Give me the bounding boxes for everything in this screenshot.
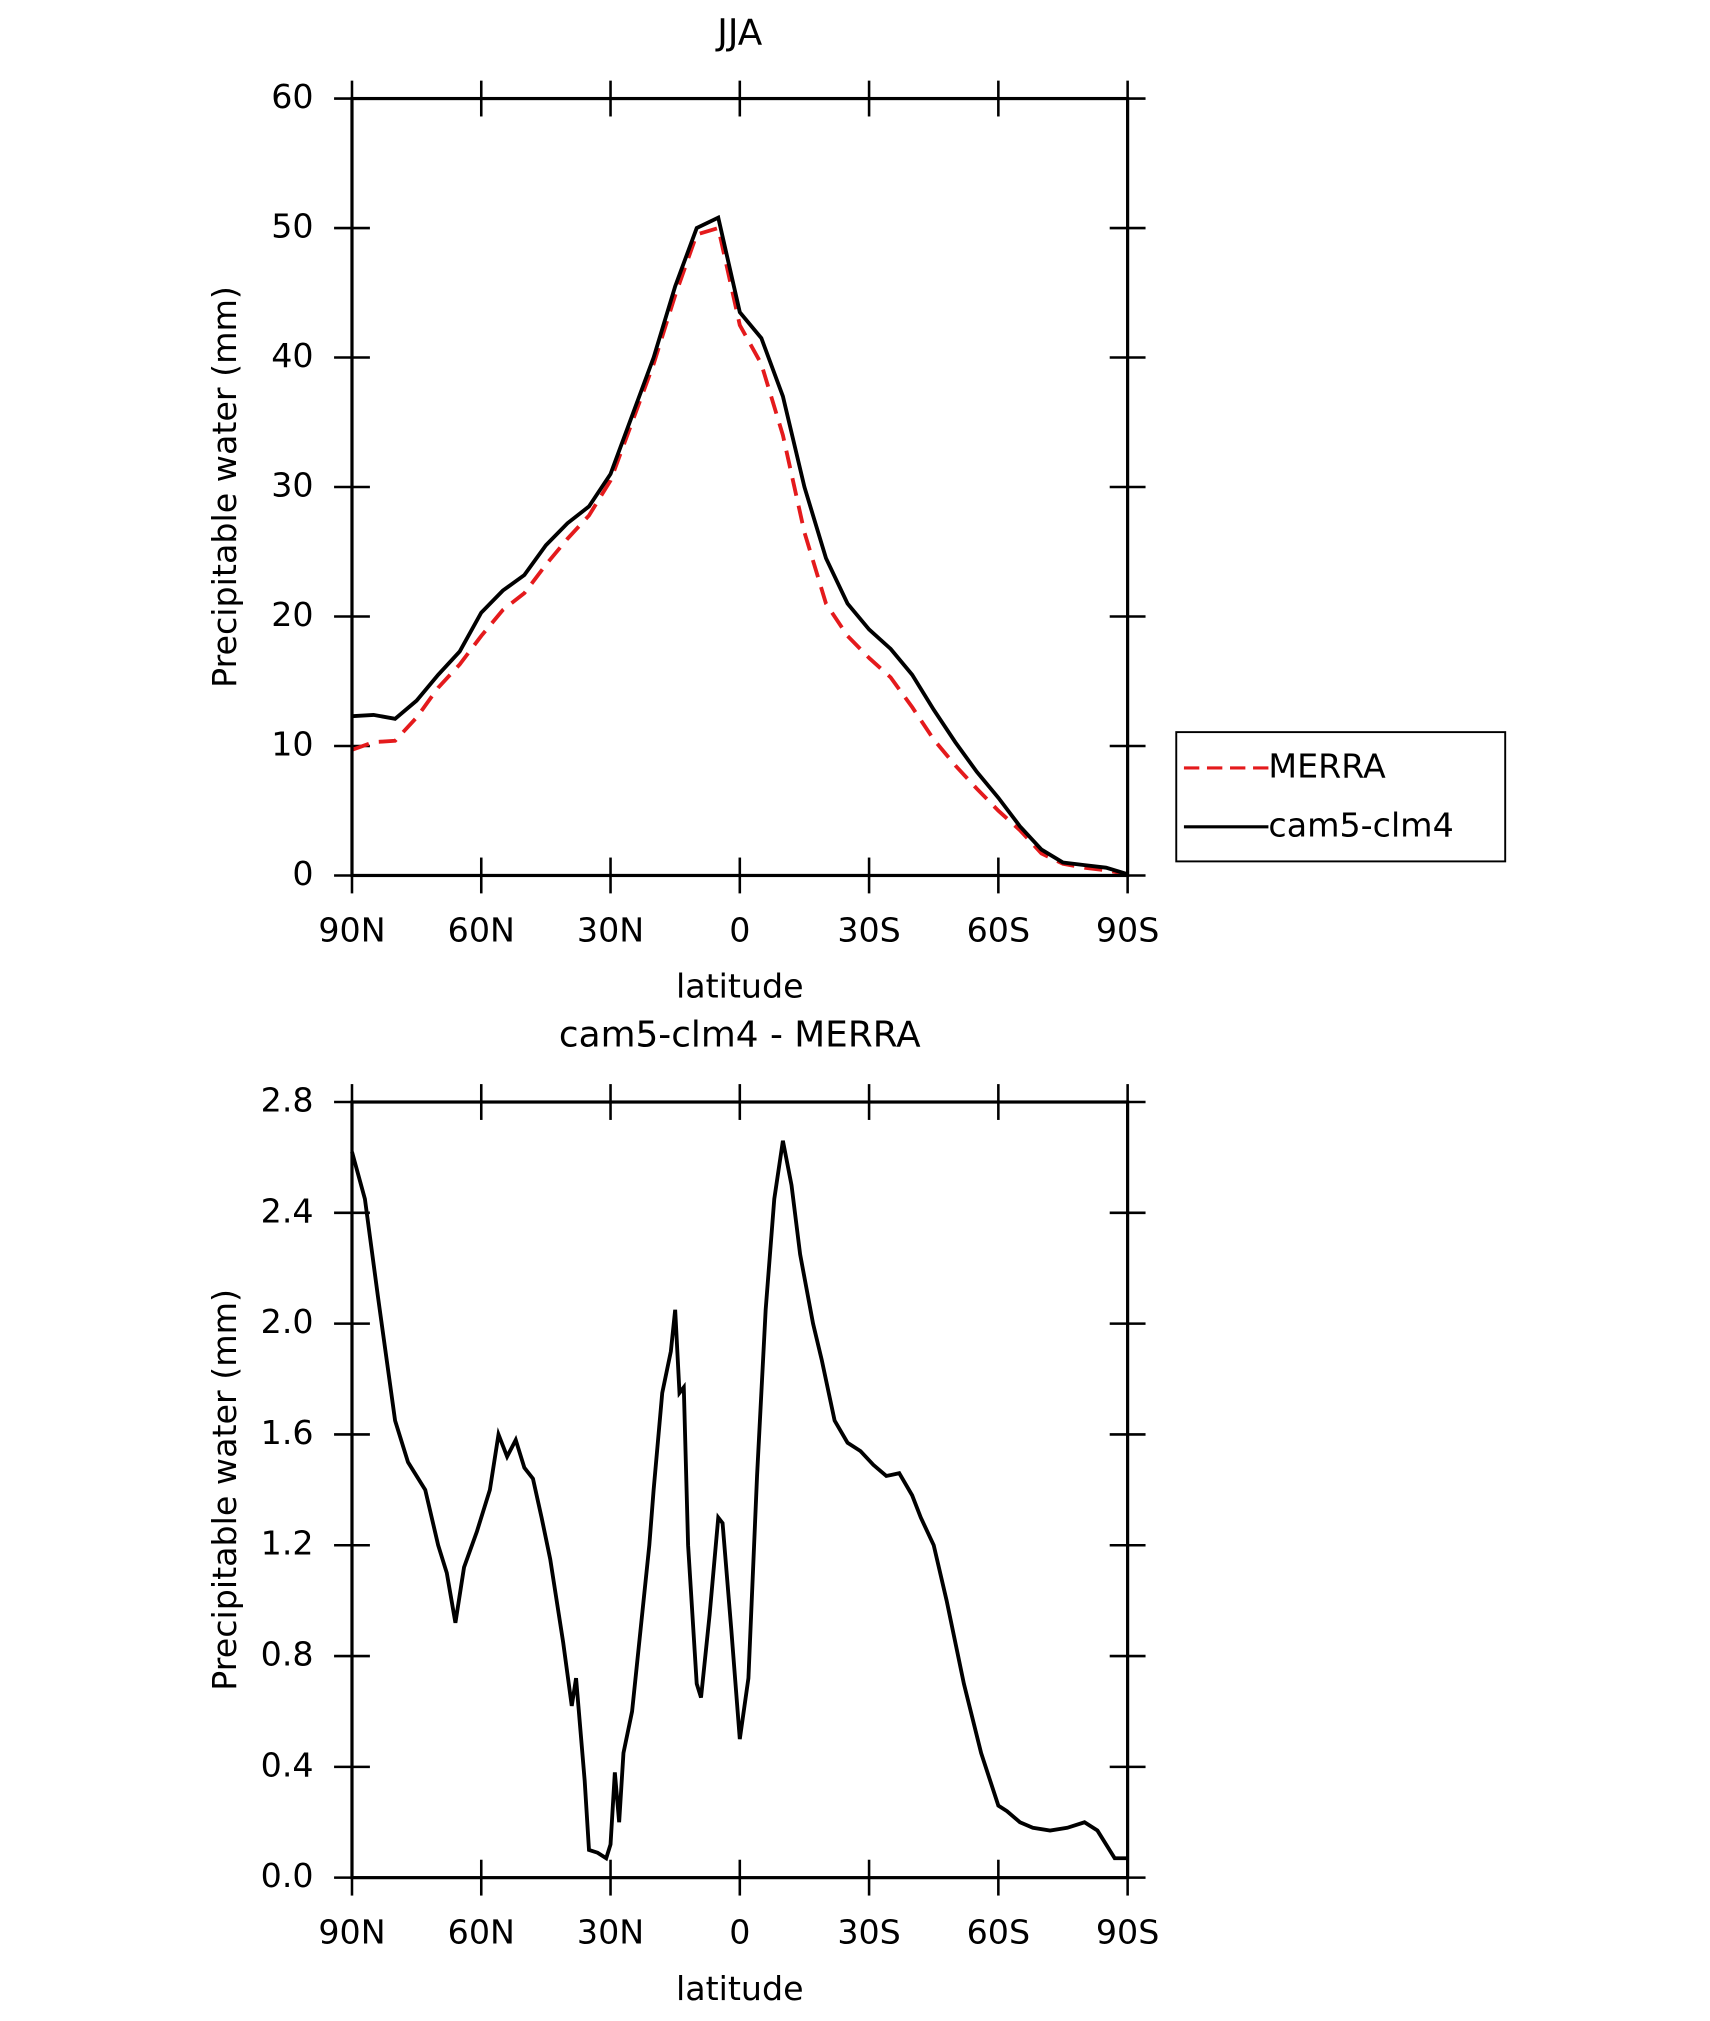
x-axis-label: latitude <box>676 1969 804 2008</box>
x-tick-label: 90S <box>1096 1912 1159 1951</box>
x-tick-label: 0 <box>729 910 750 949</box>
y-tick-label: 0.8 <box>261 1635 314 1674</box>
legend-label: MERRA <box>1268 746 1386 785</box>
x-tick-label: 30S <box>837 1912 900 1951</box>
legend-label: cam5-clm4 <box>1268 805 1453 844</box>
x-axis-label: latitude <box>676 967 804 1006</box>
y-tick-label: 0.0 <box>261 1856 314 1895</box>
y-tick-label: 40 <box>271 336 313 375</box>
data-line <box>351 214 1129 877</box>
x-tick-label: 60S <box>967 1912 1030 1951</box>
data-line <box>350 1140 1128 1862</box>
chart-title: cam5-clm4 - MERRA <box>559 1015 921 1056</box>
y-tick-label: 10 <box>271 724 313 763</box>
y-tick-label: 2.4 <box>261 1191 314 1230</box>
y-tick-label: 1.6 <box>261 1413 314 1452</box>
x-tick-label: 30N <box>577 1912 644 1951</box>
y-tick-label: 0.4 <box>261 1745 314 1784</box>
x-tick-label: 60N <box>448 1912 515 1951</box>
y-tick-label: 2.0 <box>261 1302 314 1341</box>
x-tick-label: 0 <box>729 1912 750 1951</box>
y-tick-label: 20 <box>271 595 313 634</box>
y-tick-label: 50 <box>271 207 313 246</box>
x-tick-label: 90S <box>1096 910 1159 949</box>
data-line <box>351 225 1128 877</box>
x-tick-label: 60S <box>967 910 1030 949</box>
y-tick-label: 1.2 <box>261 1524 314 1563</box>
x-tick-label: 60N <box>448 910 515 949</box>
y-tick-label: 60 <box>271 77 313 116</box>
y-tick-label: 0 <box>292 854 313 893</box>
y-tick-label: 2.8 <box>261 1081 314 1120</box>
y-axis-label: Precipitable water (mm) <box>205 286 244 688</box>
plot-frame <box>350 1100 1130 1880</box>
chart-title: JJA <box>715 13 763 54</box>
y-tick-label: 30 <box>271 466 313 505</box>
x-tick-label: 90N <box>318 1912 385 1951</box>
x-tick-label: 30N <box>577 910 644 949</box>
legend-box <box>1175 731 1507 863</box>
x-tick-label: 90N <box>318 910 385 949</box>
plot-frame <box>350 96 1130 878</box>
x-tick-label: 30S <box>837 910 900 949</box>
y-axis-label: Precipitable water (mm) <box>205 1289 244 1691</box>
